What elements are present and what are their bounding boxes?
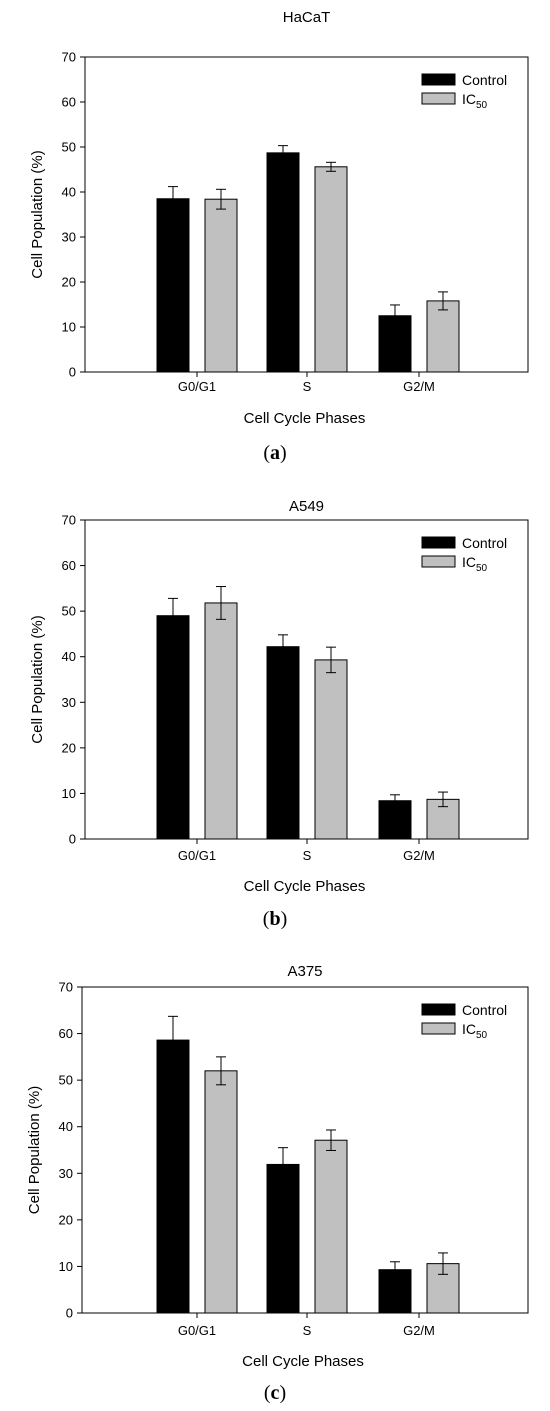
legend: Control IC50: [421, 535, 507, 574]
y-tick-label: 50: [62, 604, 76, 619]
legend-swatch: [421, 555, 456, 568]
x-tick-label: S: [303, 848, 312, 863]
y-axis-label: Cell Population (%): [26, 1086, 43, 1214]
y-tick-label: 20: [59, 1212, 73, 1227]
x-tick-label: G0/G1: [178, 848, 216, 863]
legend-label: IC50: [462, 91, 488, 111]
y-tick-label: 70: [62, 513, 76, 528]
bar-control-s: [266, 646, 300, 840]
y-axis-label: Cell Population (%): [29, 150, 46, 278]
x-tick-label: G2/M: [403, 1323, 435, 1338]
y-tick-label: 70: [62, 50, 76, 65]
chart-title: A375: [287, 963, 322, 980]
y-tick-label: 50: [62, 140, 76, 155]
y-tick-label: 70: [59, 980, 73, 995]
y-tick-label: 50: [59, 1073, 73, 1088]
y-tick-label: 10: [59, 1259, 73, 1274]
y-tick-label: 60: [62, 558, 76, 573]
bar-control-g0g1: [156, 615, 190, 840]
bar-ic50-s: [314, 1139, 348, 1314]
chart-panel-a: HaCaT 0 10 20 30 40 50 60 70 Cell Population (%) G…: [29, 9, 529, 464]
legend-swatch: [421, 536, 456, 549]
chart-panel-c: A375 0 10 20 30 40 50 60 70 Cell Population (%) G0…: [26, 963, 529, 1404]
x-tick-label: G0/G1: [178, 1323, 216, 1338]
bar-ic50-g2m: [426, 300, 460, 373]
y-axis-label: Cell Population (%): [29, 615, 46, 743]
x-tick-label: G0/G1: [178, 379, 216, 394]
y-tick-label: 0: [69, 365, 76, 380]
y-tick-label: 0: [66, 1306, 73, 1321]
x-axis-label: Cell Cycle Phases: [244, 410, 366, 427]
bar-ic50-g0g1: [204, 198, 238, 373]
y-tick-label: 10: [62, 320, 76, 335]
legend-swatch: [421, 92, 456, 105]
x-tick-label: G2/M: [403, 379, 435, 394]
y-tick-label: 0: [69, 832, 76, 847]
legend-label: IC50: [462, 554, 488, 574]
y-tick-label: 40: [62, 649, 76, 664]
y-tick-label: 30: [62, 230, 76, 245]
legend-swatch: [421, 1003, 456, 1016]
bar-control-g0g1: [156, 198, 190, 373]
y-tick-label: 30: [59, 1166, 73, 1181]
legend-label: Control: [462, 72, 507, 88]
legend-swatch: [421, 1022, 456, 1035]
y-tick-label: 60: [62, 95, 76, 110]
panel-label: (a): [263, 442, 286, 464]
y-tick-label: 60: [59, 1026, 73, 1041]
legend-label: IC50: [462, 1021, 488, 1041]
y-tick-label: 20: [62, 275, 76, 290]
bar-ic50-s: [314, 166, 348, 373]
y-tick-label: 20: [62, 740, 76, 755]
bar-ic50-s: [314, 659, 348, 840]
x-tick-label: S: [303, 379, 312, 394]
y-tick-label: 10: [62, 786, 76, 801]
y-tick-label: 40: [62, 185, 76, 200]
x-tick-label: S: [303, 1323, 312, 1338]
panel-label: (c): [264, 1382, 286, 1404]
plot-frame: [81, 986, 529, 1314]
legend-swatch: [421, 73, 456, 86]
chart-title: A549: [289, 498, 324, 515]
bar-control-s: [266, 152, 300, 373]
y-tick-label: 30: [62, 695, 76, 710]
chart-title: HaCaT: [283, 9, 331, 26]
legend: Control IC50: [421, 72, 507, 111]
bar-ic50-g0g1: [204, 602, 238, 840]
panel-label: (b): [263, 908, 287, 930]
y-tick-label: 40: [59, 1119, 73, 1134]
bar-ic50-g0g1: [204, 1070, 238, 1314]
legend: Control IC50: [421, 1002, 507, 1041]
chart-panel-b: A549 0 10 20 30 40 50 60 70 Cell Population (%) G0…: [29, 498, 529, 930]
x-axis-label: Cell Cycle Phases: [244, 878, 366, 895]
legend-label: Control: [462, 535, 507, 551]
legend-label: Control: [462, 1002, 507, 1018]
bar-control-g0g1: [156, 1039, 190, 1314]
x-axis-label: Cell Cycle Phases: [242, 1353, 364, 1370]
bar-control-s: [266, 1163, 300, 1314]
x-tick-label: G2/M: [403, 848, 435, 863]
